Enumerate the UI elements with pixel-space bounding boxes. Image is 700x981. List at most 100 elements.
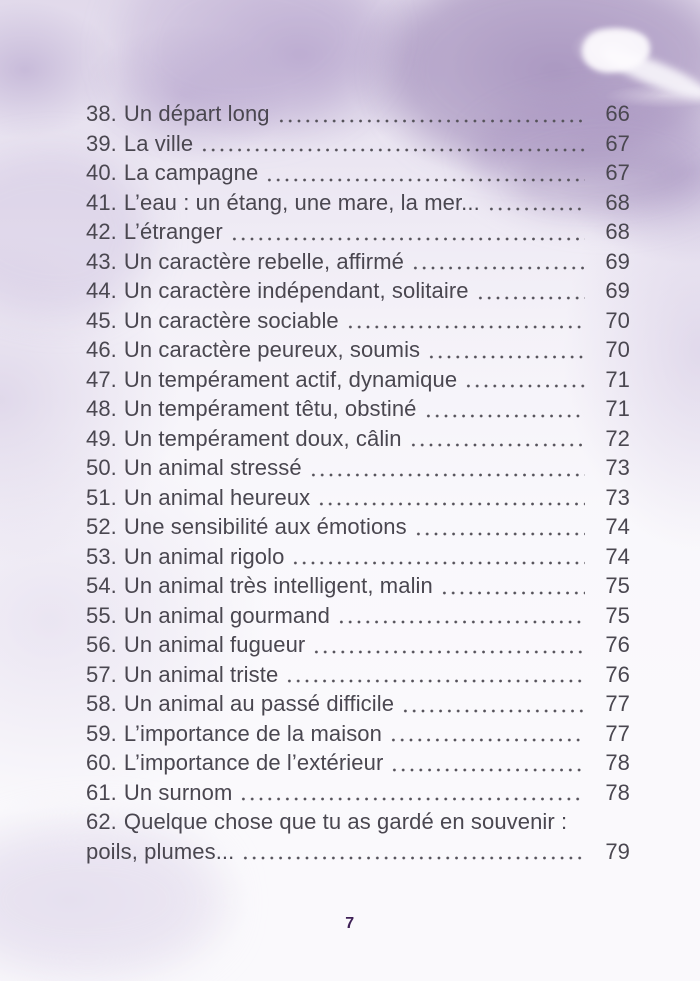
- toc-entry-number: 53.: [86, 543, 117, 569]
- toc-entry-number: 41.: [86, 189, 117, 215]
- toc-entry-page: 70: [605, 307, 630, 333]
- toc-entry-page: 75: [605, 602, 630, 628]
- toc-dot-leader: [343, 305, 585, 335]
- toc-entry-title: Un départ long: [123, 101, 270, 126]
- watercolor-highlight: [579, 23, 653, 77]
- toc-row: 58. Un animal au passé difficile 77: [86, 689, 630, 719]
- toc-dot-leader: [473, 276, 585, 306]
- toc-entry-page: 74: [605, 514, 630, 539]
- toc-entry-page: 76: [605, 661, 630, 687]
- toc-row: 49. Un tempérament doux, câlin 72: [86, 423, 630, 453]
- toc-row: 41. L’eau : un étang, une mare, la mer...…: [86, 187, 630, 217]
- toc-entry-number: 39.: [86, 130, 117, 156]
- toc-entry-page: 70: [605, 337, 630, 362]
- toc-dot-leader: [315, 482, 585, 512]
- toc-entry-number: 54.: [86, 573, 117, 598]
- toc-dot-leader: [283, 659, 585, 689]
- toc-entry-title: Une sensibilité aux émotions: [123, 514, 407, 539]
- toc-entry-title: L’étranger: [123, 219, 223, 244]
- toc-entry-title: L’importance de la maison: [123, 720, 382, 746]
- toc-entry-number: 40.: [86, 160, 117, 185]
- toc-entry-title: poils, plumes...: [86, 838, 235, 864]
- toc-dot-leader: [411, 512, 585, 542]
- toc-entry-page: 71: [605, 396, 630, 421]
- toc-entry-page: 67: [605, 130, 630, 156]
- toc-entry-number: 43.: [86, 248, 117, 274]
- toc-entry-title: Un animal au passé difficile: [123, 691, 395, 716]
- toc-entry-number: 52.: [86, 514, 117, 539]
- toc-entry-number: 44.: [86, 278, 117, 303]
- toc-dot-leader: [334, 600, 585, 630]
- toc-dot-leader: [289, 541, 585, 571]
- page-number: 7: [345, 915, 355, 932]
- toc-entry-number: 46.: [86, 337, 117, 362]
- toc-entry-title: Un surnom: [123, 779, 233, 805]
- toc-dot-leader: [310, 630, 585, 660]
- toc-entry-page: 68: [605, 219, 630, 244]
- toc-entry-page: 67: [605, 160, 630, 185]
- toc-row: 54. Un animal très intelligent, malin 75: [86, 571, 630, 601]
- toc-entry-number: 57.: [86, 661, 117, 687]
- toc-row: 55. Un animal gourmand 75: [86, 600, 630, 630]
- toc-entry-number: 51.: [86, 484, 117, 510]
- toc-entry-title: Quelque chose que tu as gardé en souveni…: [123, 809, 568, 834]
- toc-row: 52. Une sensibilité aux émotions 74: [86, 512, 630, 542]
- toc-entry-title: Un tempérament têtu, obstiné: [123, 396, 417, 421]
- table-of-contents: 38. Un départ long 66 39. La ville 67 40. La ca…: [86, 99, 630, 866]
- toc-dot-leader: [437, 571, 585, 601]
- toc-entry-number: 45.: [86, 307, 117, 333]
- toc-entry-title: Un animal rigolo: [123, 543, 285, 569]
- toc-dot-leader: [227, 217, 585, 247]
- toc-dot-leader: [484, 187, 585, 217]
- toc-entry-title: Un caractère rebelle, affirmé: [123, 248, 404, 274]
- toc-entry-number: 49.: [86, 425, 117, 451]
- toc-dot-leader: [399, 689, 585, 719]
- toc-entry-title: Un animal très intelligent, malin: [123, 573, 433, 598]
- toc-entry-title: La ville: [123, 130, 194, 156]
- toc-entry-page: 73: [605, 455, 630, 480]
- toc-row: 46. Un caractère peureux, soumis 70: [86, 335, 630, 365]
- toc-row: 60. L’importance de l’extérieur 78: [86, 748, 630, 778]
- toc-entry-title: Un animal triste: [123, 661, 279, 687]
- toc-entry-page: 77: [605, 720, 630, 746]
- toc-entry-title: Un caractère peureux, soumis: [123, 337, 421, 362]
- toc-entry-number: 59.: [86, 720, 117, 746]
- toc-row: 39. La ville 67: [86, 128, 630, 158]
- toc-row: 56. Un animal fugueur 76: [86, 630, 630, 660]
- watercolor-highlight: [597, 41, 700, 107]
- toc-entry-title: Un animal stressé: [123, 455, 302, 480]
- toc-entry-page: 74: [605, 543, 630, 569]
- toc-row: poils, plumes... 79: [86, 836, 630, 866]
- toc-entry-page: 71: [605, 366, 630, 392]
- toc-row: 57. Un animal triste 76: [86, 659, 630, 689]
- toc-entry-title: Un tempérament actif, dynamique: [123, 366, 458, 392]
- toc-entry-number: 55.: [86, 602, 117, 628]
- toc-entry-number: 58.: [86, 691, 117, 716]
- toc-entry-page: 73: [605, 484, 630, 510]
- toc-entry-number: 56.: [86, 632, 117, 657]
- toc-dot-leader: [388, 748, 585, 778]
- toc-dot-leader: [406, 423, 585, 453]
- toc-entry-page: 69: [605, 248, 630, 274]
- toc-entry-number: 47.: [86, 366, 117, 392]
- toc-entry-title: Un animal gourmand: [123, 602, 330, 628]
- toc-entry-title: L’eau : un étang, une mare, la mer...: [123, 189, 480, 215]
- toc-entry-page: 78: [605, 750, 630, 775]
- toc-entry-number: 38.: [86, 101, 117, 126]
- toc-dot-leader: [274, 99, 585, 129]
- toc-entry-title: L’importance de l’extérieur: [123, 750, 384, 775]
- toc-row: 51. Un animal heureux 73: [86, 482, 630, 512]
- toc-dot-leader: [237, 777, 585, 807]
- toc-dot-leader: [306, 453, 585, 483]
- toc-dot-leader: [198, 128, 585, 158]
- toc-entry-title: Un animal heureux: [123, 484, 311, 510]
- toc-entry-number: 62.: [86, 809, 117, 834]
- toc-dot-leader: [386, 718, 585, 748]
- toc-entry-title: Un tempérament doux, câlin: [123, 425, 402, 451]
- toc-entry-page: 76: [605, 632, 630, 657]
- toc-row: 45. Un caractère sociable 70: [86, 305, 630, 335]
- toc-entry-page: 77: [605, 691, 630, 716]
- toc-entry-number: 48.: [86, 396, 117, 421]
- toc-dot-leader: [462, 364, 585, 394]
